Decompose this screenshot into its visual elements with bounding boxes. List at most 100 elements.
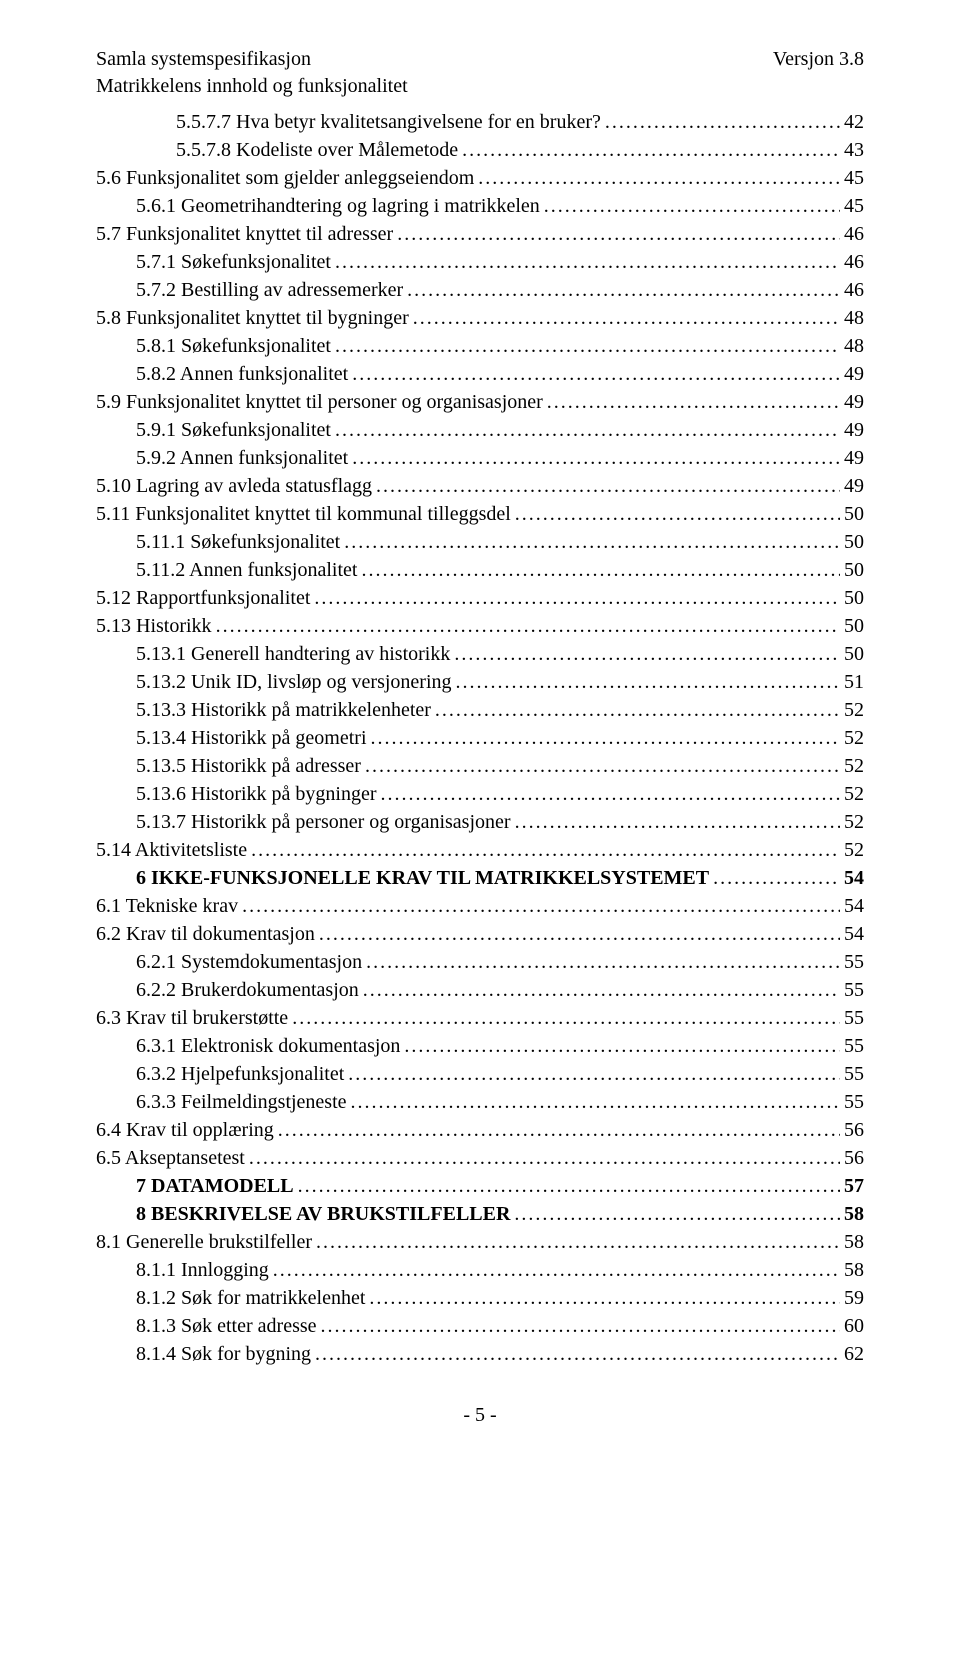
toc-label: 6.1 Tekniske krav	[96, 892, 242, 920]
toc-entry: 5.13.6 Historikk på bygninger 52	[96, 780, 864, 808]
toc-label: 5.14 Aktivitetsliste	[96, 836, 251, 864]
toc-entry: 6.3.3 Feilmeldingstjeneste 55	[96, 1088, 864, 1116]
toc-label: 5.13.4 Historikk på geometri	[136, 724, 371, 752]
toc-page-number: 58	[840, 1228, 864, 1256]
toc-leader-dots	[376, 472, 840, 500]
toc-entry: 7 DATAMODELL 57	[96, 1172, 864, 1200]
toc-page-number: 54	[840, 892, 864, 920]
toc-entry: 5.10 Lagring av avleda statusflagg 49	[96, 472, 864, 500]
toc-label: 5.5.7.8 Kodeliste over Målemetode	[176, 136, 462, 164]
toc-page-number: 45	[840, 164, 864, 192]
toc-leader-dots	[435, 696, 840, 724]
toc-page-number: 50	[840, 584, 864, 612]
toc-page-number: 52	[840, 780, 864, 808]
toc-label: 6.3.3 Feilmeldingstjeneste	[136, 1088, 351, 1116]
toc-entry: 5.7.2 Bestilling av adressemerker 46	[96, 276, 864, 304]
toc-leader-dots	[251, 836, 840, 864]
toc-leader-dots	[366, 948, 840, 976]
toc-leader-dots	[413, 304, 840, 332]
toc-leader-dots	[363, 976, 840, 1004]
toc-label: 6.2 Krav til dokumentasjon	[96, 920, 319, 948]
toc-page-number: 52	[840, 752, 864, 780]
toc-leader-dots	[371, 724, 840, 752]
toc-leader-dots	[397, 220, 840, 248]
toc-page-number: 54	[840, 920, 864, 948]
page-number: - 5 -	[463, 1404, 496, 1426]
toc-label: 5.8.2 Annen funksjonalitet	[136, 360, 352, 388]
toc-entry: 5.5.7.8 Kodeliste over Målemetode 43	[96, 136, 864, 164]
toc-label: 5.13.2 Unik ID, livsløp og versjonering	[136, 668, 456, 696]
toc-leader-dots	[278, 1116, 840, 1144]
toc-leader-dots	[605, 108, 840, 136]
toc-leader-dots	[369, 1284, 840, 1312]
toc-label: 6.5 Akseptansetest	[96, 1144, 249, 1172]
toc-page-number: 57	[840, 1172, 864, 1200]
toc-page-number: 58	[840, 1200, 864, 1228]
toc-page-number: 49	[840, 472, 864, 500]
toc-page-number: 48	[840, 332, 864, 360]
toc-leader-dots	[404, 1032, 840, 1060]
toc-page-number: 56	[840, 1116, 864, 1144]
toc-leader-dots	[381, 780, 840, 808]
toc-page-number: 50	[840, 640, 864, 668]
toc-label: 5.10 Lagring av avleda statusflagg	[96, 472, 376, 500]
toc-label: 5.13 Historikk	[96, 612, 216, 640]
toc-page-number: 58	[840, 1256, 864, 1284]
toc-leader-dots	[315, 1340, 840, 1368]
toc-page-number: 50	[840, 612, 864, 640]
toc-entry: 5.7 Funksjonalitet knyttet til adresser …	[96, 220, 864, 248]
toc-label: 5.6.1 Geometrihandtering og lagring i ma…	[136, 192, 544, 220]
toc-entry: 8 BESKRIVELSE AV BRUKSTILFELLER 58	[96, 1200, 864, 1228]
toc-label: 5.8 Funksjonalitet knyttet til bygninger	[96, 304, 413, 332]
toc-leader-dots	[462, 136, 840, 164]
toc-leader-dots	[456, 668, 840, 696]
toc-page-number: 55	[840, 976, 864, 1004]
toc-label: 6.3.2 Hjelpefunksjonalitet	[136, 1060, 348, 1088]
toc-leader-dots	[321, 1312, 840, 1340]
toc-entry: 6.5 Akseptansetest 56	[96, 1144, 864, 1172]
toc-page-number: 59	[840, 1284, 864, 1312]
toc-page-number: 43	[840, 136, 864, 164]
toc-label: 5.11.1 Søkefunksjonalitet	[136, 528, 344, 556]
toc-entry: 6.4 Krav til opplæring 56	[96, 1116, 864, 1144]
toc-page-number: 42	[840, 108, 864, 136]
toc-page-number: 49	[840, 416, 864, 444]
toc-entry: 8.1.2 Søk for matrikkelenhet 59	[96, 1284, 864, 1312]
toc-entry: 6.2.1 Systemdokumentasjon 55	[96, 948, 864, 976]
toc-leader-dots	[292, 1004, 840, 1032]
toc-entry: 5.11.2 Annen funksjonalitet 50	[96, 556, 864, 584]
toc-leader-dots	[352, 444, 840, 472]
toc-page-number: 55	[840, 1088, 864, 1116]
toc-entry: 5.13.2 Unik ID, livsløp og versjonering …	[96, 668, 864, 696]
toc-leader-dots	[547, 388, 840, 416]
toc-entry: 5.14 Aktivitetsliste 52	[96, 836, 864, 864]
toc-label: 5.7.2 Bestilling av adressemerker	[136, 276, 407, 304]
toc-leader-dots	[478, 164, 840, 192]
toc-label: 5.11 Funksjonalitet knyttet til kommunal…	[96, 500, 515, 528]
toc-page-number: 55	[840, 1004, 864, 1032]
toc-entry: 5.11.1 Søkefunksjonalitet 50	[96, 528, 864, 556]
toc-entry: 5.13.5 Historikk på adresser 52	[96, 752, 864, 780]
toc-entry: 8.1.3 Søk etter adresse 60	[96, 1312, 864, 1340]
page-footer: - 5 -	[96, 1404, 864, 1427]
toc-page-number: 50	[840, 500, 864, 528]
toc-entry: 5.6.1 Geometrihandtering og lagring i ma…	[96, 192, 864, 220]
doc-version: Versjon 3.8	[773, 48, 864, 71]
toc-entry: 8.1 Generelle brukstilfeller 58	[96, 1228, 864, 1256]
toc-label: 6.3 Krav til brukerstøtte	[96, 1004, 292, 1032]
toc-page-number: 54	[840, 864, 864, 892]
toc-entry: 8.1.1 Innlogging 58	[96, 1256, 864, 1284]
toc-page-number: 55	[840, 948, 864, 976]
toc-leader-dots	[273, 1256, 840, 1284]
toc-entry: 6.3 Krav til brukerstøtte 55	[96, 1004, 864, 1032]
toc-leader-dots	[298, 1172, 840, 1200]
toc-leader-dots	[249, 1144, 840, 1172]
toc-leader-dots	[351, 1088, 840, 1116]
toc-label: 5.9.1 Søkefunksjonalitet	[136, 416, 335, 444]
toc-label: 5.8.1 Søkefunksjonalitet	[136, 332, 335, 360]
toc-leader-dots	[365, 752, 840, 780]
toc-label: 8.1.3 Søk etter adresse	[136, 1312, 321, 1340]
toc-entry: 5.8.1 Søkefunksjonalitet 48	[96, 332, 864, 360]
toc-leader-dots	[335, 248, 840, 276]
toc-page-number: 62	[840, 1340, 864, 1368]
